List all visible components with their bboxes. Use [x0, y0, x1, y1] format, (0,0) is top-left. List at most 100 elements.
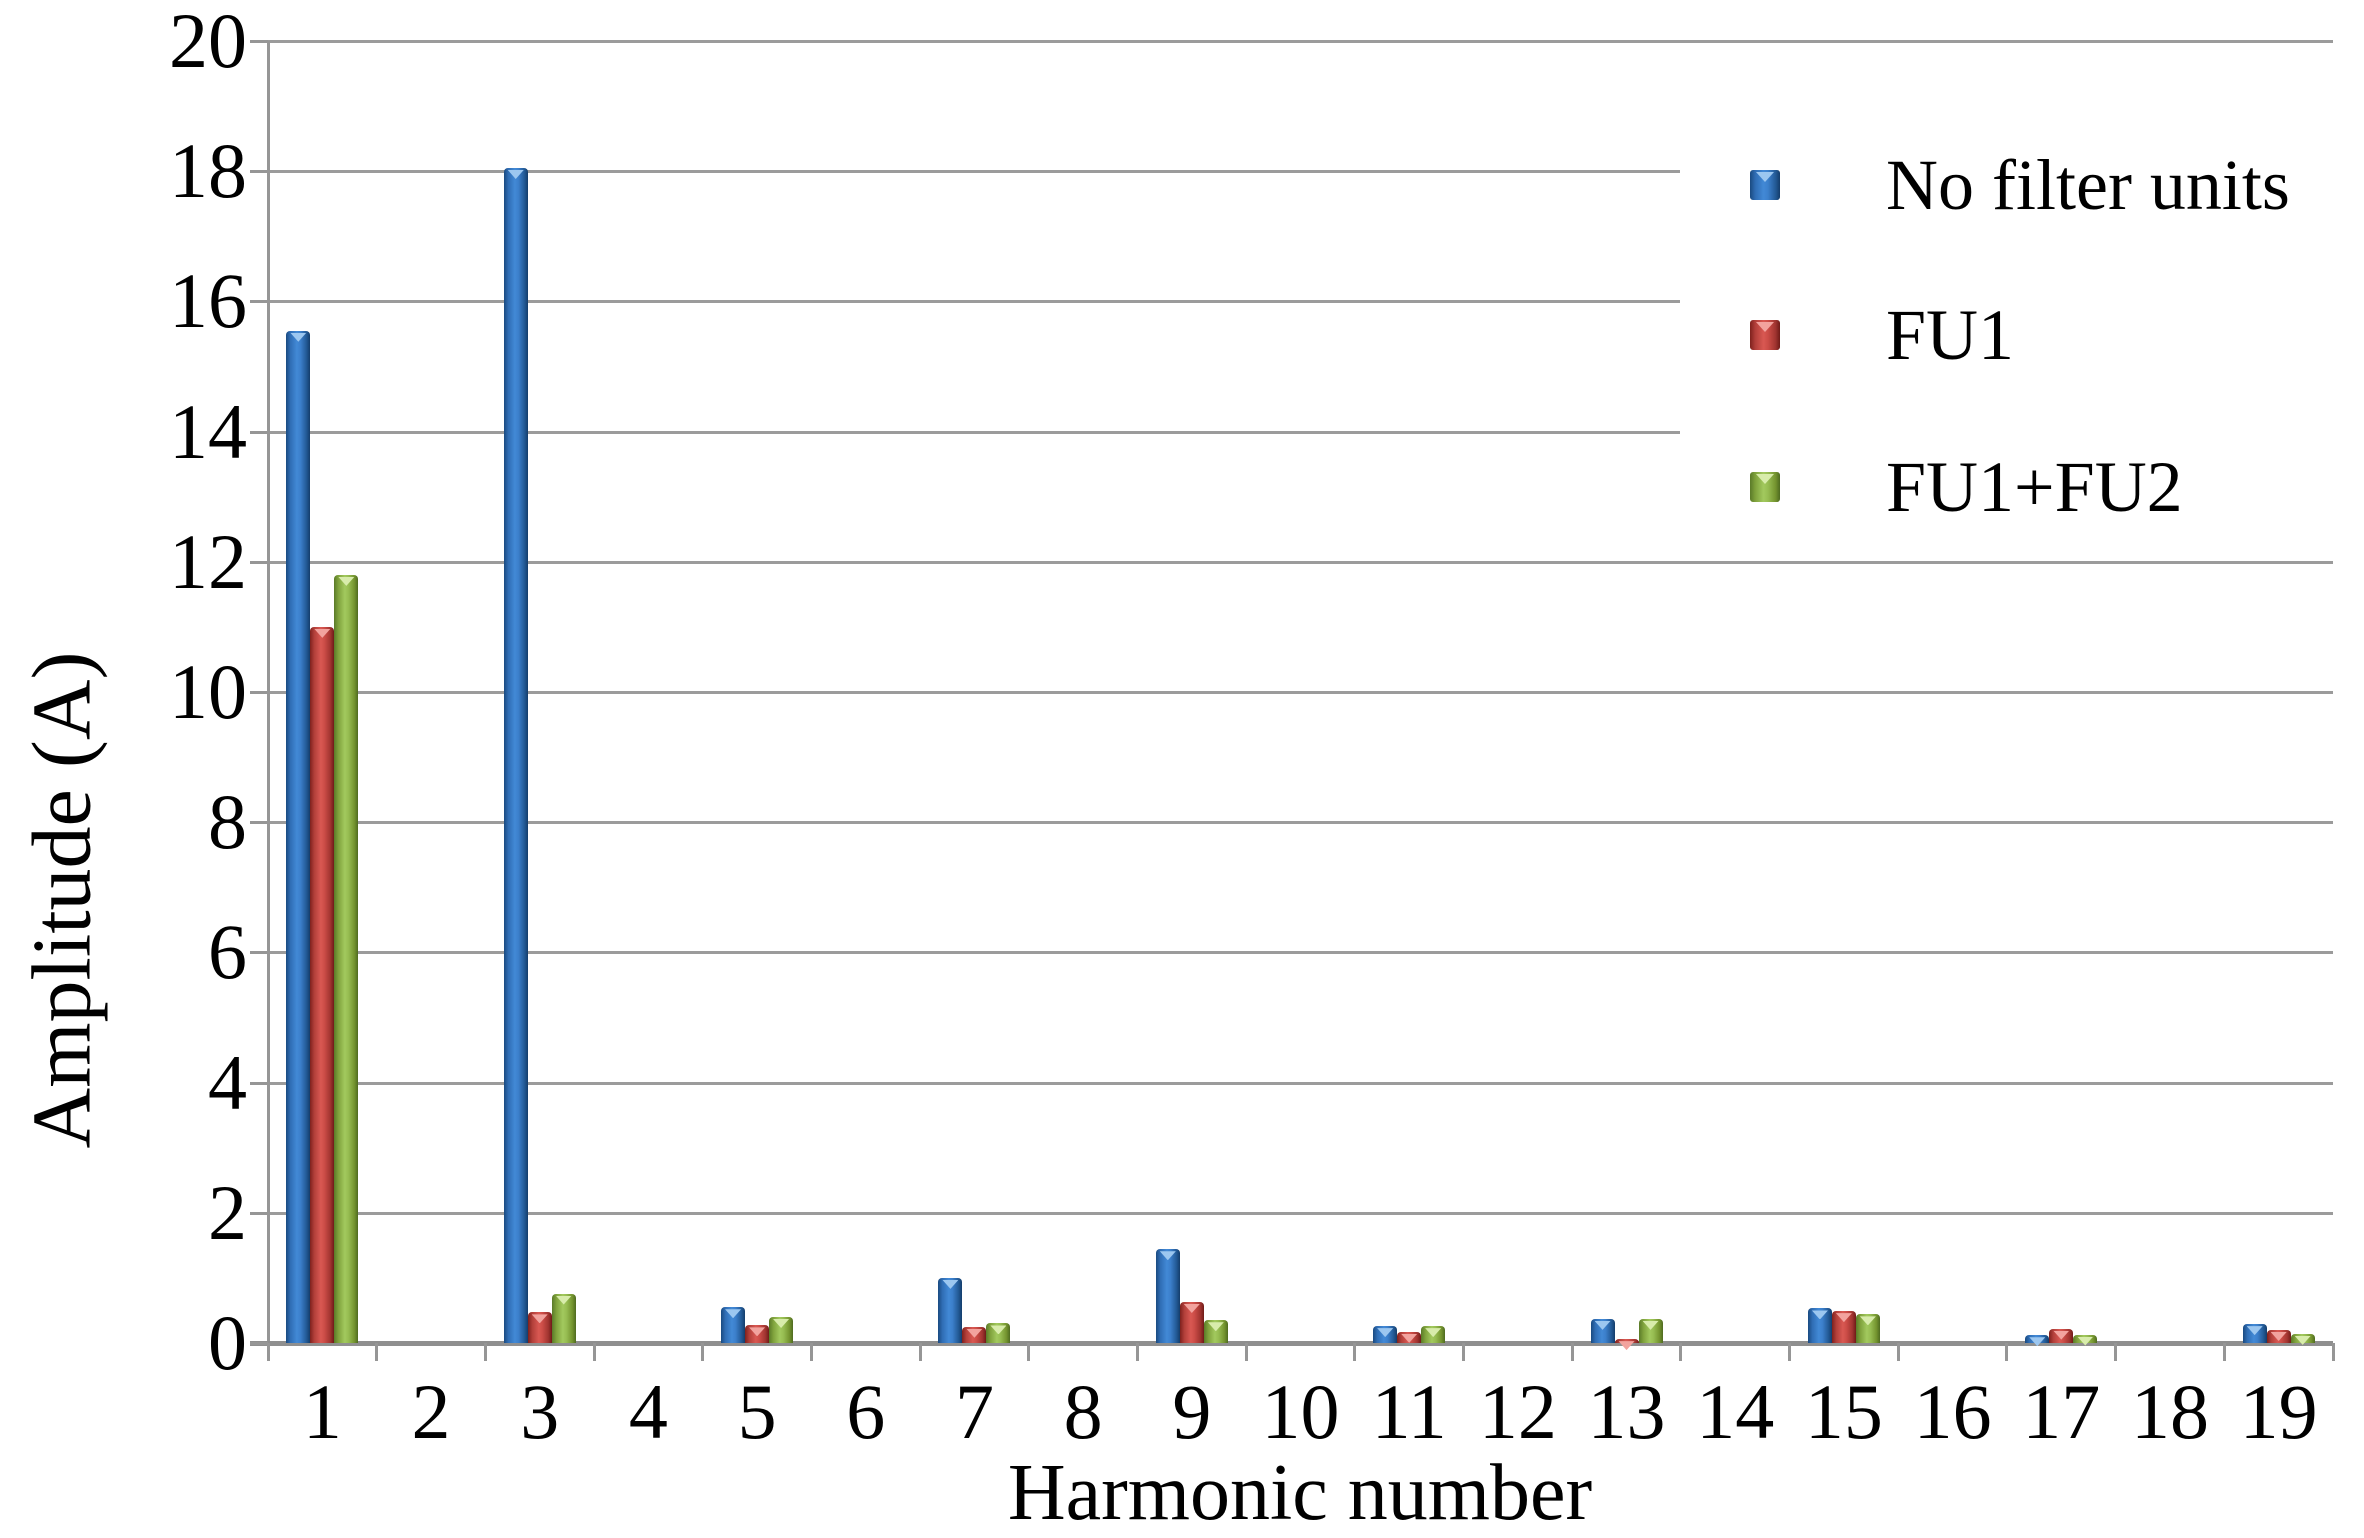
y-tick — [250, 560, 268, 564]
bar-fu1-fu2-h5 — [769, 1316, 794, 1343]
y-tick-label: 12 — [169, 517, 247, 605]
y-tick — [250, 40, 268, 43]
x-tick — [592, 1343, 596, 1361]
bar-fu1-fu2-h11 — [1421, 1326, 1446, 1343]
legend-entry-3: FU1+FU2 — [1680, 451, 2364, 523]
bar-no-filter-units-h11 — [1373, 1326, 1398, 1343]
bar-no-filter-units-h19 — [2242, 1324, 2267, 1343]
x-tick-label: 18 — [2130, 1368, 2209, 1455]
x-tick-label: 13 — [1587, 1368, 1666, 1455]
bar-fu1-h19 — [2266, 1329, 2291, 1343]
y-tick — [250, 430, 268, 434]
gridline-y4 — [268, 1081, 2333, 1085]
x-tick-label: 1 — [302, 1368, 342, 1455]
y-tick-label: 10 — [169, 648, 247, 735]
y-tick-label: 14 — [169, 387, 247, 475]
x-tick — [2114, 1343, 2118, 1361]
x-tick-label: 14 — [1696, 1368, 1775, 1455]
gridline-y12 — [268, 560, 2333, 564]
bar-fu1-h9 — [1179, 1301, 1204, 1343]
x-tick-label: 6 — [846, 1368, 886, 1455]
bar-fu1-h3 — [527, 1312, 552, 1343]
bar-fu1-h7 — [962, 1326, 987, 1343]
legend-marker-icon — [1750, 320, 1780, 350]
x-tick-label: 17 — [2022, 1368, 2101, 1455]
gridline-y14 — [268, 430, 2333, 434]
bar-fu1-h1 — [310, 626, 335, 1343]
y-tick — [250, 1081, 268, 1085]
gridline-y20 — [268, 40, 2333, 43]
x-tick — [1135, 1343, 1139, 1361]
y-tick — [250, 1211, 268, 1215]
x-tick-label: 19 — [2239, 1368, 2318, 1455]
x-tick — [809, 1343, 813, 1361]
legend-label: FU1+FU2 — [1886, 447, 2183, 527]
bar-fu1-h15 — [1831, 1311, 1856, 1343]
bar-fu1-fu2-h17 — [2073, 1334, 2098, 1343]
x-tick-label: 5 — [737, 1368, 777, 1455]
bar-fu1-h5 — [745, 1325, 770, 1343]
y-tick-label: 16 — [169, 257, 247, 345]
bar-fu1-fu2-h9 — [1203, 1320, 1228, 1343]
gridline-y16 — [268, 300, 2333, 304]
bar-fu1-h17 — [2049, 1328, 2074, 1343]
bar-fu1-fu2-h15 — [1855, 1314, 1880, 1343]
y-tick — [250, 170, 268, 174]
x-tick — [1027, 1343, 1031, 1361]
bar-fu1-fu2-h7 — [986, 1323, 1011, 1343]
x-tick — [2222, 1343, 2226, 1361]
x-tick — [1788, 1343, 1792, 1361]
legend-label: FU1 — [1886, 295, 2015, 375]
y-tick-label: 6 — [208, 908, 247, 996]
bar-no-filter-units-h9 — [1155, 1249, 1180, 1343]
x-tick — [918, 1343, 922, 1361]
legend-marker-icon — [1750, 472, 1780, 502]
bar-fu1-fu2-h13 — [1638, 1318, 1663, 1343]
bar-fu1-fu2-h1 — [334, 574, 359, 1343]
bar-no-filter-units-h17 — [2025, 1335, 2050, 1343]
bar-fu1-fu2-h19 — [2290, 1333, 2315, 1343]
x-tick-label: 7 — [954, 1368, 994, 1455]
y-tick-label: 8 — [208, 778, 247, 866]
bar-fu1-h11 — [1397, 1331, 1422, 1343]
legend-label: No filter units — [1886, 145, 2290, 225]
bar-no-filter-units-h5 — [721, 1307, 746, 1343]
x-tick — [375, 1343, 379, 1361]
bar-no-filter-units-h7 — [938, 1277, 963, 1343]
x-tick — [1462, 1343, 1466, 1361]
x-tick-label: 12 — [1478, 1368, 1557, 1455]
y-tick — [250, 300, 268, 304]
x-tick — [2005, 1343, 2009, 1361]
x-tick — [1244, 1343, 1248, 1361]
gridline-y2 — [268, 1211, 2333, 1215]
y-tick — [250, 951, 268, 955]
x-tick-label: 4 — [628, 1368, 668, 1455]
x-tick-label: 15 — [1804, 1368, 1883, 1455]
x-tick — [483, 1343, 487, 1361]
x-tick — [1896, 1343, 1900, 1361]
bar-fu1-fu2-h3 — [551, 1293, 576, 1343]
y-tick-label: 4 — [208, 1038, 247, 1126]
bar-no-filter-units-h1 — [286, 330, 311, 1343]
y-tick-label: 18 — [169, 127, 247, 215]
x-tick-label: 11 — [1371, 1368, 1447, 1455]
y-tick — [250, 821, 268, 825]
x-tick — [1570, 1343, 1574, 1361]
bar-fu1-h13 — [1614, 1339, 1639, 1343]
gridline-y18 — [268, 170, 2333, 174]
x-tick — [701, 1343, 705, 1361]
bar-no-filter-units-h13 — [1590, 1318, 1615, 1343]
legend-entry-2: FU1 — [1680, 299, 2364, 371]
y-tick-label: 20 — [169, 0, 247, 84]
x-tick — [1679, 1343, 1683, 1361]
x-tick — [2331, 1343, 2335, 1361]
legend-marker-icon — [1750, 170, 1780, 200]
bar-no-filter-units-h3 — [503, 167, 528, 1343]
x-tick-label: 10 — [1261, 1368, 1340, 1455]
bar-no-filter-units-h15 — [1807, 1308, 1832, 1343]
legend: No filter units FU1 FU1+FU2 — [1680, 85, 2364, 545]
x-tick — [1353, 1343, 1357, 1361]
gridline-y10 — [268, 691, 2333, 694]
x-tick-label: 8 — [1063, 1368, 1103, 1455]
